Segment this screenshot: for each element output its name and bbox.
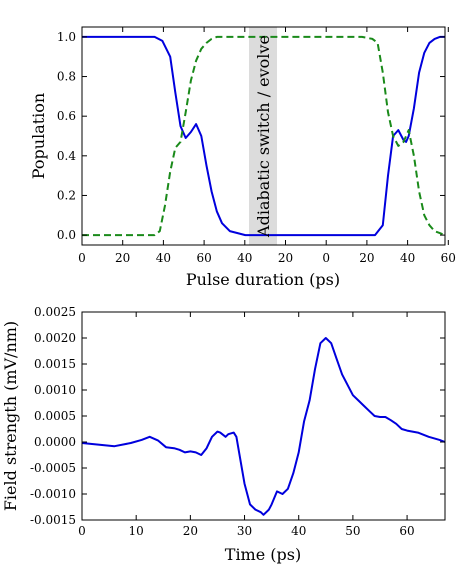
top-x-tick-label: 60 [441,251,456,265]
bottom-y-tick-label: 0.0010 [34,383,76,397]
bottom-x-tick-label: 30 [237,524,252,538]
top-x-tick-label: 0 [322,251,330,265]
top-y-tick-label: 0.6 [57,109,76,123]
top-y-tick-label: 0.2 [57,188,76,202]
top-x-tick-label: 20 [115,251,130,265]
bottom-x-tick-label: 20 [183,524,198,538]
top-x-tick-label: 40 [237,251,252,265]
bottom-x-ticks: 0 10 20 30 40 50 60 [78,312,415,538]
bottom-x-tick-label: 60 [399,524,414,538]
top-x-tick-label: 20 [278,251,293,265]
bottom-x-tick-label: 0 [78,524,86,538]
bottom-y-tick-label: 0.0005 [34,409,76,423]
top-y-axis-label: Population [29,93,48,179]
top-x-axis-label: Pulse duration (ps) [186,270,340,289]
top-x-tick-label: 0 [78,251,86,265]
bottom-y-tick-label: -0.0015 [30,513,76,527]
top-x-tick-label: 20 [359,251,374,265]
bottom-y-tick-label: -0.0010 [30,487,76,501]
bottom-panel: -0.0015-0.0010-0.00050.00000.00050.00100… [1,305,445,564]
bottom-x-tick-label: 40 [291,524,306,538]
top-panel: 0.0 0.2 0.4 0.6 0.8 1.0 0 20 40 60 40 20 0 20 40 60 Ad… [29,27,456,289]
bottom-y-tick-label: 0.0015 [34,357,76,371]
bottom-x-tick-label: 50 [345,524,360,538]
bottom-plot-frame [82,312,445,520]
bottom-y-tick-label: 0.0020 [34,331,76,345]
top-x-tick-label: 40 [156,251,171,265]
bottom-y-axis-label: Field strength (mV/nm) [1,321,20,511]
bottom-y-tick-label: 0.0025 [34,305,76,319]
top-x-tick-label: 40 [400,251,415,265]
top-y-tick-label: 0.8 [57,70,76,84]
top-y-tick-label: 0.4 [57,149,76,163]
bottom-x-tick-label: 10 [129,524,144,538]
top-x-tick-label: 60 [196,251,211,265]
bottom-series-layer [82,338,445,515]
bottom-y-tick-label: 0.0000 [34,435,76,449]
top-annotation: Adiabatic switch / evolve [254,35,273,238]
top-y-tick-label: 1.0 [57,30,76,44]
bottom-y-tick-label: -0.0005 [30,461,76,475]
field-strength-line [82,338,445,515]
top-y-tick-label: 0.0 [57,228,76,242]
bottom-x-axis-label: Time (ps) [225,545,301,564]
